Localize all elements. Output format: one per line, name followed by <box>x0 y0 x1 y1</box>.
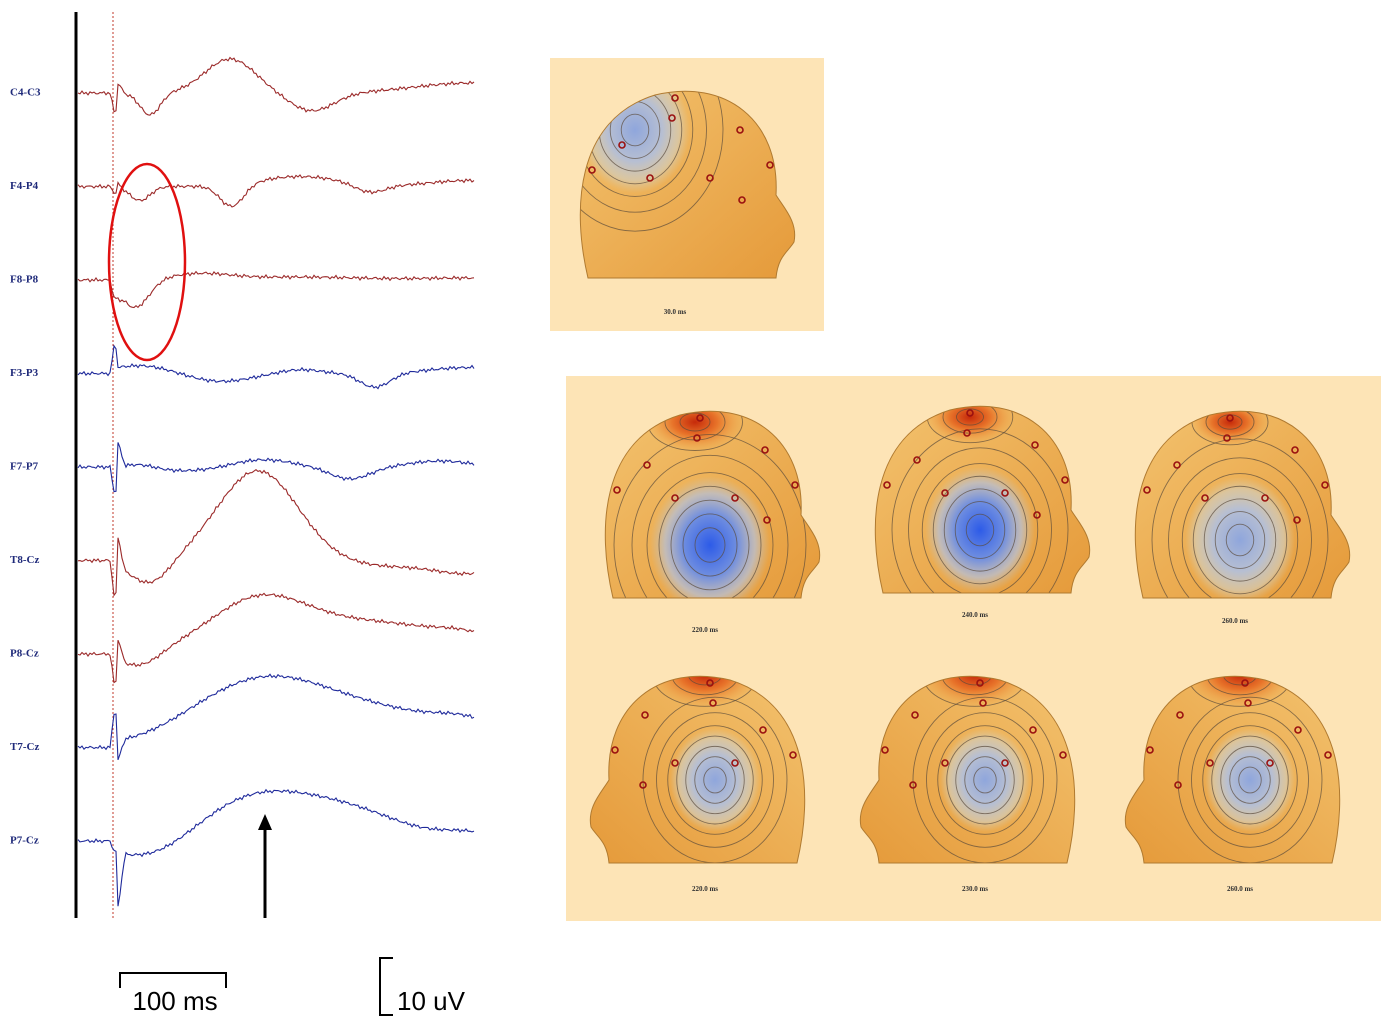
negative-field <box>1185 477 1295 604</box>
head-maps: 220.0 ms 240.0 ms 260.0 ms 220.0 ms 230.0 ms… <box>547 29 1350 893</box>
channel-label: F3-P3 <box>10 367 39 379</box>
trace <box>78 470 474 596</box>
negative-field <box>670 728 760 832</box>
negative-field <box>1205 728 1295 832</box>
map-time-label: 260.0 ms <box>1222 617 1248 625</box>
trace <box>78 175 474 207</box>
map-time-label: 220.0 ms <box>692 885 718 893</box>
channel-label: T8-Cz <box>10 554 39 566</box>
trace <box>78 790 474 907</box>
time-scale-label: 100 ms <box>132 986 217 1016</box>
trace <box>78 58 474 116</box>
channel-label: F7-P7 <box>10 461 39 473</box>
negative-field <box>650 476 770 614</box>
negative-field <box>925 467 1035 594</box>
traces: C4-C3 F4-P4 F8-P8 F3-P3 F7-P7 T8-Cz P8-Cz T7-Cz… <box>10 58 474 907</box>
negative-field <box>940 728 1030 832</box>
amplitude-scale-label: 10 uV <box>397 986 466 1016</box>
arrow-head <box>258 814 272 830</box>
map-time-label: 30.0 ms <box>664 308 687 316</box>
channel-label: F4-P4 <box>10 180 39 192</box>
map-time-label: 230.0 ms <box>962 885 988 893</box>
channel-label: C4-C3 <box>10 87 41 99</box>
highlight-ellipse <box>109 164 185 360</box>
trace <box>78 346 474 389</box>
trace <box>78 674 474 760</box>
map-time-label: 240.0 ms <box>962 611 988 619</box>
amplitude-scale-bar <box>380 958 393 1015</box>
map-time-label: 260.0 ms <box>1227 885 1253 893</box>
channel-label: P7-Cz <box>10 835 39 847</box>
trace <box>78 272 474 308</box>
figure: C4-C3 F4-P4 F8-P8 F3-P3 F7-P7 T8-Cz P8-Cz T7-Cz… <box>0 0 1381 1019</box>
channel-label: F8-P8 <box>10 274 39 286</box>
channel-label: P8-Cz <box>10 648 39 660</box>
channel-label: T7-Cz <box>10 741 39 753</box>
map-time-label: 220.0 ms <box>692 626 718 634</box>
trace <box>78 442 474 491</box>
trace <box>78 593 474 682</box>
